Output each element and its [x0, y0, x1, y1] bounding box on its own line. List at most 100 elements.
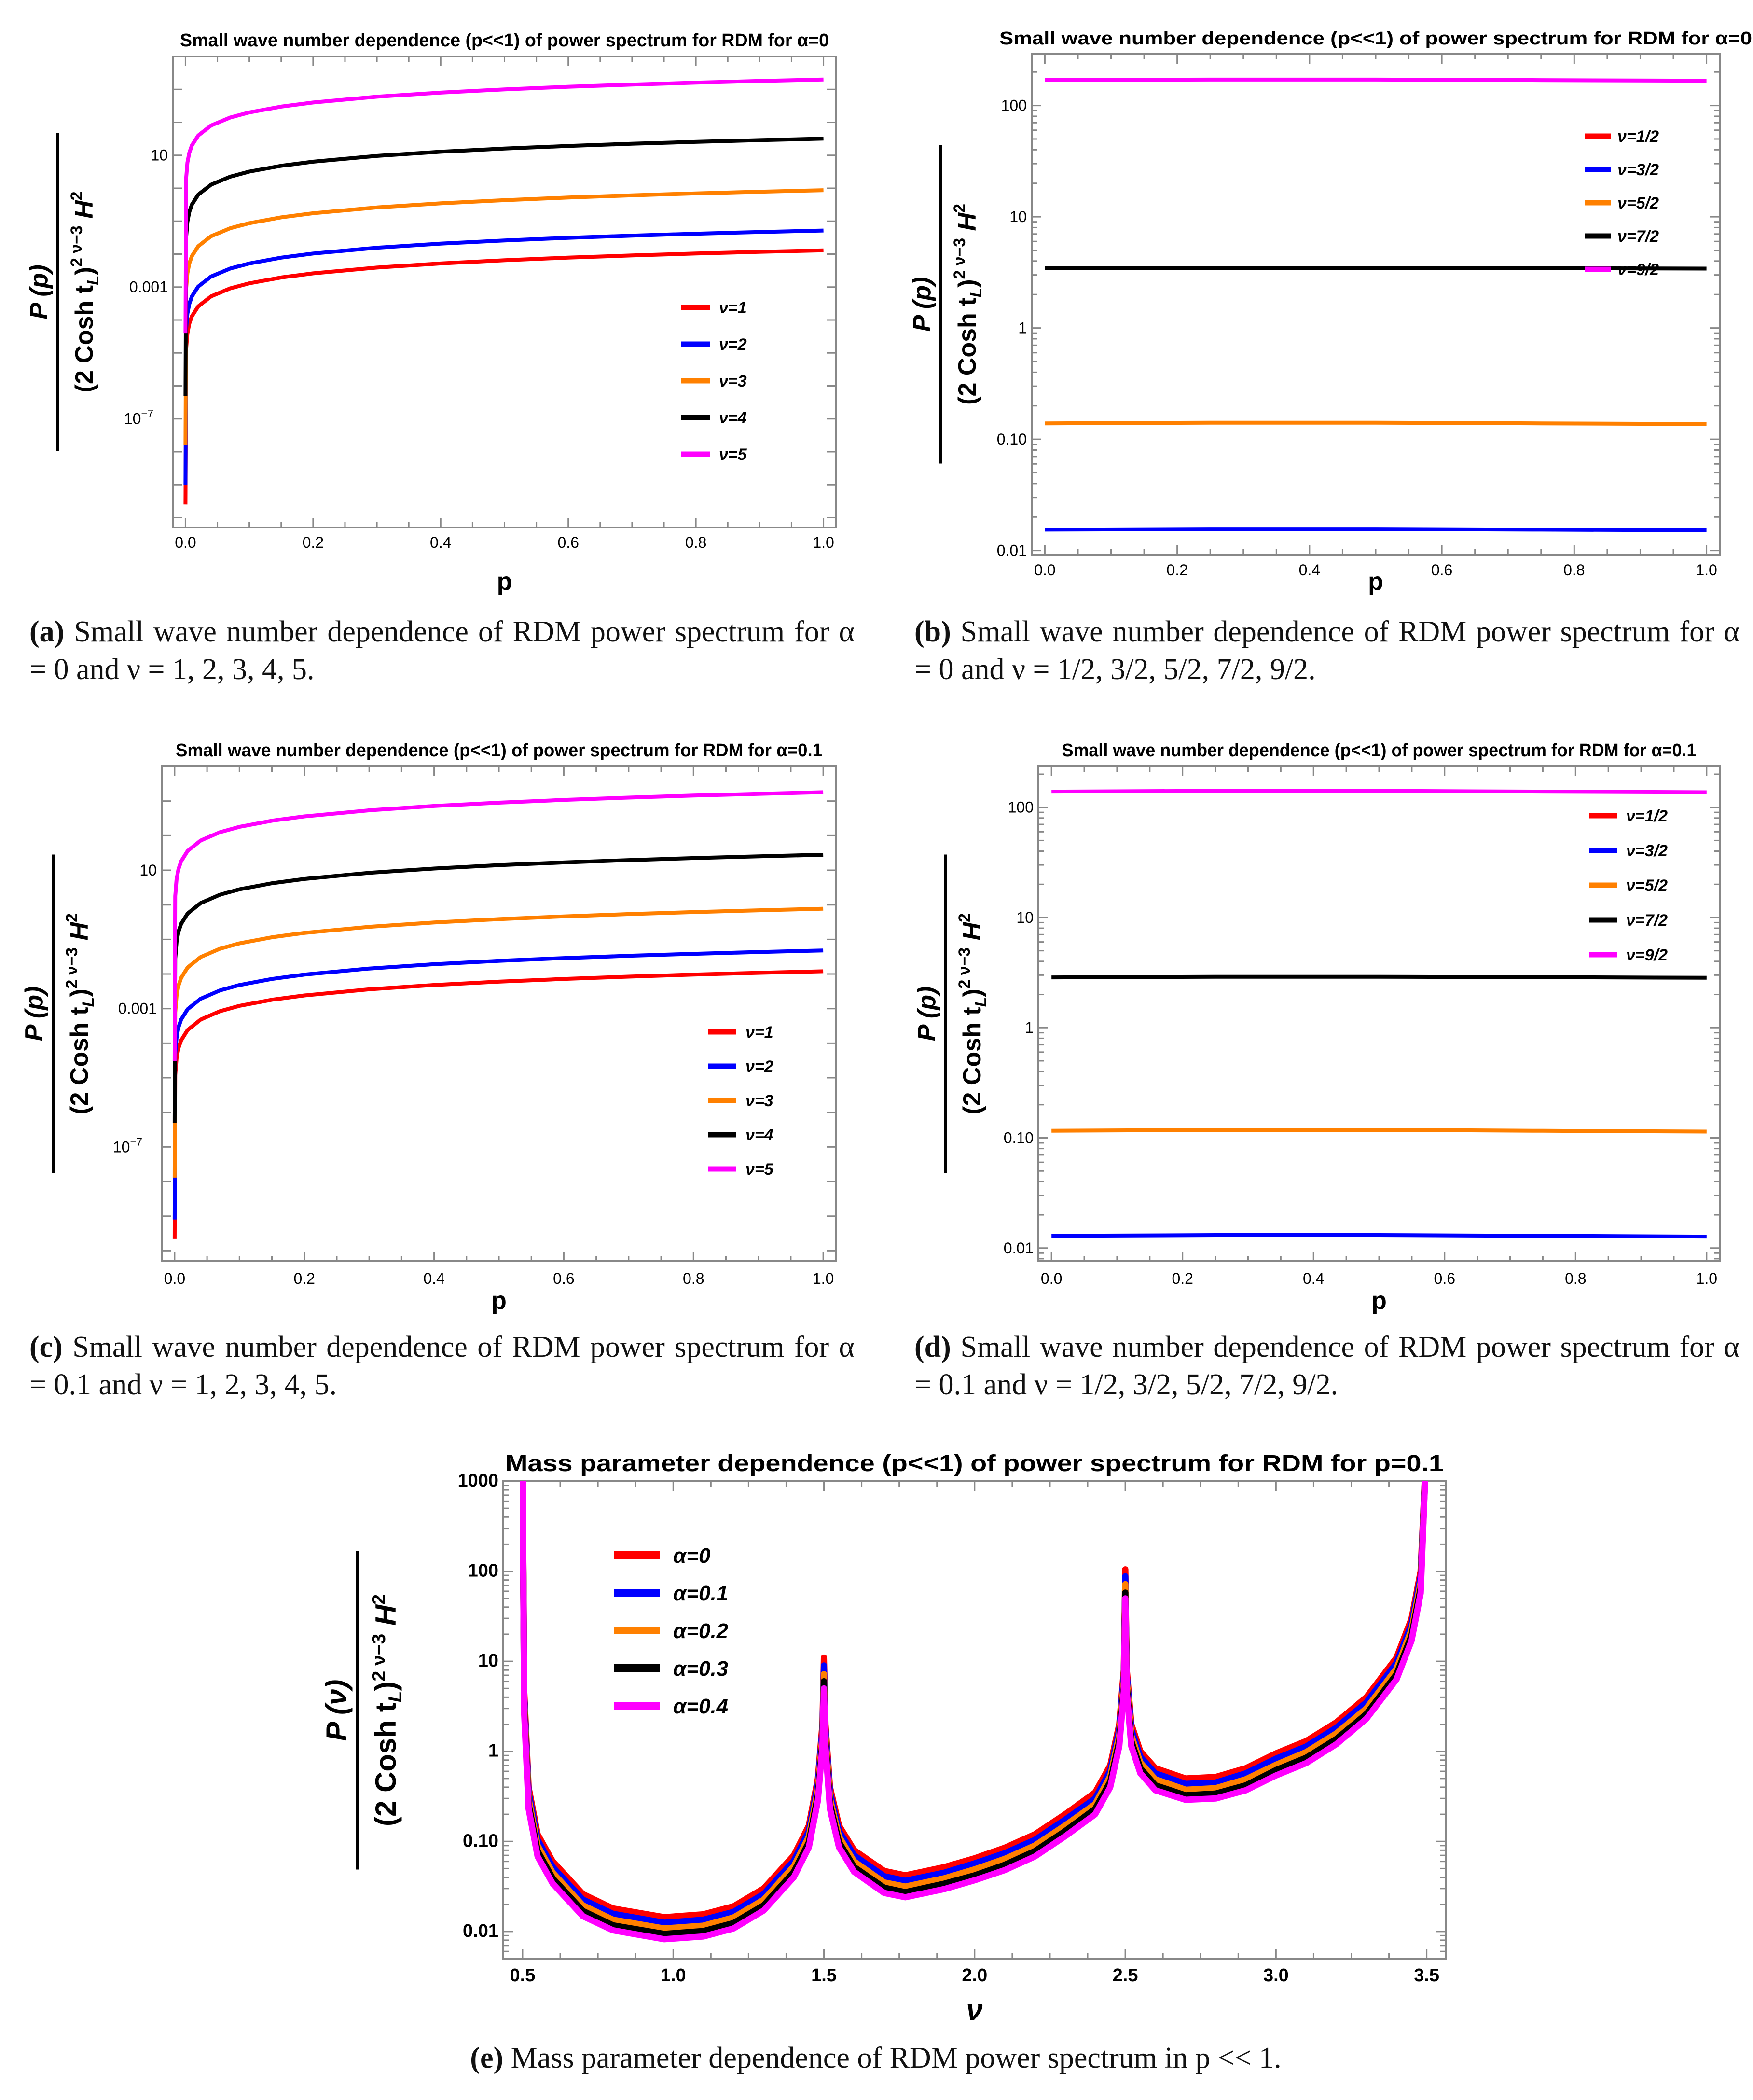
chart-title: Small wave number dependence (p<<1) of p…	[1062, 740, 1697, 761]
x-tick-label: 1.0	[1696, 1270, 1717, 1287]
plot-frame	[161, 765, 837, 1262]
legend-label: ν=2	[745, 1057, 773, 1076]
x-tick-label: 0.8	[683, 1270, 704, 1287]
legend-item: ν=5	[708, 1160, 774, 1179]
series-line-ν=3	[183, 188, 824, 445]
series-line-ν=5/2	[1051, 1128, 1707, 1134]
y-label-part: )	[958, 988, 986, 997]
y-tick-label: 0.10	[1004, 1129, 1034, 1147]
y-axis-label: P (p) (2 Cosh tL)2 ν−3 H2	[25, 133, 102, 451]
legend-label: ν=1	[745, 1023, 773, 1042]
y-tick-label: 0.001	[129, 278, 168, 296]
legend-label: α=0.3	[673, 1657, 728, 1681]
y-label-part: )	[953, 279, 981, 287]
series-line-α=0.3	[519, 1481, 1428, 1937]
legend-item: ν=7/2	[1589, 911, 1668, 930]
y-tick-label: 1000	[457, 1471, 498, 1491]
x-tick-label: 0.4	[430, 534, 451, 551]
y-tick-base: 10	[113, 1138, 130, 1155]
y-tick-exponent: −7	[141, 408, 153, 420]
caption-text: Small wave number dependence of RDM powe…	[914, 1331, 1739, 1401]
legend-item: ν=1	[708, 1023, 773, 1042]
y-label-part: 2 ν−3	[951, 238, 969, 279]
legend-item: ν=1/2	[1589, 807, 1668, 825]
y-tick-label: 10−7	[124, 408, 153, 428]
y-label-numerator: P (p)	[25, 264, 53, 320]
series-group	[172, 790, 824, 1239]
chart-e: Mass parameter dependence (p<<1) of powe…	[320, 1451, 1447, 2027]
series-line-ν=5	[172, 790, 824, 1061]
chart-title: Mass parameter dependence (p<<1) of powe…	[505, 1451, 1444, 1476]
chart-title: Small wave number dependence (p<<1) of p…	[180, 30, 829, 51]
legend-item: ν=1	[681, 299, 747, 317]
series-line-ν=5	[183, 77, 824, 334]
plot-frame	[1037, 765, 1721, 1262]
x-axis-label: p	[1371, 1287, 1387, 1315]
legend-item: ν=1/2	[1585, 127, 1659, 146]
legend-item: α=0.1	[614, 1582, 728, 1605]
y-label-denominator: (2 Cosh tL)2 ν−3 H2	[955, 913, 990, 1114]
legend-label: ν=1/2	[1626, 807, 1668, 825]
legend-label: ν=5	[745, 1160, 774, 1179]
y-tick-label: 0.001	[118, 1000, 157, 1017]
y-tick-label: 10	[139, 862, 157, 879]
y-axis-label: P (p) (2 Cosh tL)2 ν−3 H2	[913, 854, 990, 1173]
legend-label: α=0.2	[673, 1619, 729, 1643]
legend-label: ν=3	[745, 1092, 773, 1110]
y-label-denominator: (2 Cosh tL)2 ν−3 H2	[369, 1594, 406, 1826]
y-label-part: L	[972, 997, 990, 1007]
caption-label: (d)	[914, 1331, 951, 1363]
y-label-part: H	[70, 200, 98, 225]
y-label-part: (2 Cosh t	[70, 285, 98, 392]
series-line-ν=5/2	[1045, 420, 1707, 426]
y-label-part: (2 Cosh t	[370, 1702, 402, 1826]
y-axis-label: P (p) (2 Cosh tL)2 ν−3 H2	[908, 145, 985, 464]
legend-label: ν=5/2	[1626, 876, 1668, 895]
x-tick-label: 0.4	[423, 1270, 444, 1287]
y-tick-label: 0.10	[463, 1831, 498, 1851]
x-tick-label: 1.0	[813, 1270, 834, 1287]
chart-b: Small wave number dependence (p<<1) of p…	[908, 28, 1752, 596]
legend-item: α=0	[614, 1544, 711, 1568]
y-label-part: )	[66, 988, 94, 997]
legend-item: ν=3/2	[1589, 842, 1668, 860]
legend-item: ν=9/2	[1589, 946, 1668, 964]
x-tick-label: 0.6	[1431, 561, 1452, 579]
y-axis-label: P (ν) (2 Cosh tL)2 ν−3 H2	[320, 1551, 406, 1870]
chart-title: Small wave number dependence (p<<1) of p…	[999, 28, 1752, 49]
y-tick-label: 0.01	[1004, 1239, 1034, 1257]
y-tick-label: 1	[1018, 320, 1027, 337]
legend-label: ν=5/2	[1617, 194, 1659, 212]
legend-label: ν=9/2	[1617, 261, 1659, 279]
x-axis-label: p	[1368, 568, 1383, 596]
chart-c: Small wave number dependence (p<<1) of p…	[20, 740, 837, 1315]
x-tick-label: 0.2	[1166, 561, 1187, 579]
y-label-part: 2	[951, 204, 969, 213]
x-tick-label: 0.6	[553, 1270, 574, 1287]
caption-e: (e) Mass parameter dependence of RDM pow…	[290, 2039, 1462, 2077]
x-tick-label: 0.0	[1034, 561, 1055, 579]
y-tick-label: 10	[1016, 909, 1034, 926]
legend-item: ν=3	[708, 1092, 773, 1110]
legend-item: ν=5/2	[1585, 194, 1659, 212]
x-tick-label: 0.6	[557, 534, 579, 551]
x-tick-label: 0.2	[303, 534, 324, 551]
caption-d: (d) Small wave number dependence of RDM …	[914, 1328, 1739, 1404]
legend-item: ν=2	[681, 335, 747, 354]
legend-label: ν=3/2	[1617, 161, 1659, 179]
x-tick-label: 2.5	[1113, 1965, 1138, 1986]
x-tick-label: 1.0	[813, 534, 834, 551]
chart-d: Small wave number dependence (p<<1) of p…	[913, 740, 1721, 1315]
series-line-ν=3/2	[1051, 1233, 1707, 1239]
legend-item: α=0.4	[614, 1695, 728, 1718]
y-label-part: (2 Cosh t	[958, 1007, 986, 1114]
series-line-ν=7/2	[1051, 974, 1707, 980]
x-tick-label: 0.2	[293, 1270, 315, 1287]
x-axis-label: ν	[966, 1993, 982, 2027]
legend-label: ν=4	[719, 409, 747, 427]
x-tick-label: 3.0	[1263, 1965, 1289, 1986]
y-tick-label: 10	[151, 147, 168, 164]
y-label-part: 2	[68, 192, 86, 201]
